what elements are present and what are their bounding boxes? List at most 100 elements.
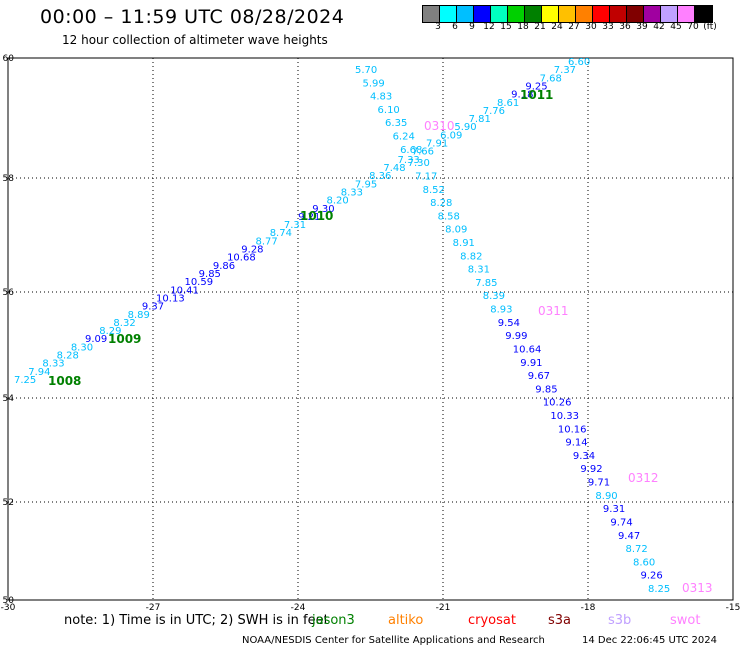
wave-height-value: 6.60 [568,57,590,68]
wave-height-value: 10.33 [550,411,579,422]
colorbar-label: 39 [636,22,648,32]
colorbar-label: 70 [687,22,699,32]
longitude-label: -21 [436,603,451,613]
wave-height-value: 6.68 [400,145,422,156]
wave-height-value: 8.31 [468,265,490,276]
pass-time-label: 0312 [628,471,659,485]
colorbar-swatch [661,6,678,22]
pass-time-label: 1011 [520,88,553,102]
satellite-legend-item: swot [670,613,701,628]
wave-height-value: 9.31 [603,504,625,515]
pass-time-label: 0313 [682,581,713,595]
wave-height-value: 8.28 [430,198,452,209]
colorbar-swatch [491,6,508,22]
longitude-label: -18 [581,603,596,613]
map-grid [7,57,734,601]
wave-height-value: 7.66 [412,147,434,158]
pass-time-label: 0311 [538,304,569,318]
wave-height-value: 9.09 [85,334,107,345]
satellite-legend-item: s3a [548,613,572,628]
colorbar-swatch [627,6,644,22]
colorbar-label: 9 [469,22,475,32]
wave-height-value: 8.39 [483,291,505,302]
wave-height-value: 9.25 [525,81,547,92]
wave-height-value: 10.26 [543,398,572,409]
wave-height-value: 7.94 [28,367,50,378]
pass-time-label: 0310 [424,119,455,133]
wave-height-value: 8.89 [128,310,150,321]
wave-height-value: 9.85 [535,384,557,395]
wave-height-value: 6.35 [385,118,407,129]
latitude-label: 58 [3,174,15,184]
latitude-label: 50 [3,596,15,606]
colorbar-swatch [610,6,627,22]
wave-height-value: 9.37 [142,302,164,313]
wave-height-value: 8.91 [453,238,475,249]
satellite-legend-item: s3b [608,613,632,628]
wave-height-value: 6.24 [393,132,415,143]
wave-height-value: 8.52 [423,185,445,196]
colorbar-label: 18 [517,22,529,32]
colorbar-swatch [440,6,457,22]
wave-height-value: 8.33 [42,359,64,370]
satellite-legend-item: jason3 [312,613,355,628]
wave-height-value: 6.09 [440,130,462,141]
altimeter-track-b: 5.70 5.99 4.83 6.10 6.35 6.24 6.68 7.30 7.17 8.52… [355,65,713,595]
wave-height-value: 9.26 [640,571,662,582]
wave-height-value: 9.92 [580,464,602,475]
wave-height-value: 7.91 [426,139,448,150]
wave-height-value: 8.93 [490,305,512,316]
wave-height-value: 6.10 [378,105,400,116]
altimeter-track-a: 7.257.948.338.288.309.098.298.328.899.37… [14,57,590,388]
colorbar-label: 33 [602,22,614,32]
axis-labels: 60 58 56 54 52 50-30 -27 -24 -21 -18 -15 [1,54,740,613]
wave-height-value: 4.83 [370,92,392,103]
colorbar-label: 36 [619,22,631,32]
pass-time-label: 1010 [300,209,333,223]
generated-timestamp: 14 Dec 22:06:45 UTC 2024 [582,635,717,646]
wave-height-value: 7.85 [475,278,497,289]
wave-height-value: 9.99 [505,331,527,342]
longitude-label: -27 [146,603,161,613]
wave-height-value: 8.30 [71,342,93,353]
wave-height-value: 9.30 [312,204,334,215]
colorbar-swatch [678,6,695,22]
colorbar-label: 24 [551,22,563,32]
wave-height-value: 9.28 [241,245,263,256]
wave-height-value: 7.76 [483,106,505,117]
wave-height-colorbar [422,5,713,23]
colorbar-label: (ft) [703,22,717,32]
pass-time-label: 1008 [48,374,81,388]
wave-height-value: 7.37 [554,65,576,76]
wave-height-value: 7.68 [540,73,562,84]
wave-height-value: 8.72 [625,544,647,555]
wave-height-value: 10.68 [227,253,256,264]
latitude-label: 60 [3,54,15,64]
wave-height-value: 5.90 [454,122,476,133]
footer-note: note: 1) Time is in UTC; 2) SWH is in fe… [64,613,329,628]
wave-height-value: 9.71 [588,478,610,489]
latitude-label: 54 [3,394,15,404]
wave-height-value: 8.90 [595,491,617,502]
wave-height-value: 7.33 [398,155,420,166]
colorbar-label: 3 [435,22,441,32]
wave-height-value: 9.34 [573,451,595,462]
wave-height-value: 8.77 [255,236,277,247]
wave-height-value: 9.67 [528,371,550,382]
wave-height-value: 8.09 [445,225,467,236]
longitude-label: -24 [291,603,306,613]
wave-height-value: 8.25 [648,584,670,595]
wave-height-value: 7.48 [383,163,405,174]
pass-time-label: 1009 [108,332,141,346]
wave-height-value: 9.14 [565,438,587,449]
colorbar-swatch [593,6,610,22]
latitude-label: 52 [3,498,14,508]
wave-height-value: 7.81 [469,114,491,125]
wave-height-value: 7.25 [14,375,36,386]
wave-height-value: 10.13 [156,293,185,304]
colorbar-swatch [559,6,576,22]
colorbar-swatch [576,6,593,22]
wave-height-value: 10.16 [558,424,587,435]
colorbar-label: 15 [500,22,512,32]
